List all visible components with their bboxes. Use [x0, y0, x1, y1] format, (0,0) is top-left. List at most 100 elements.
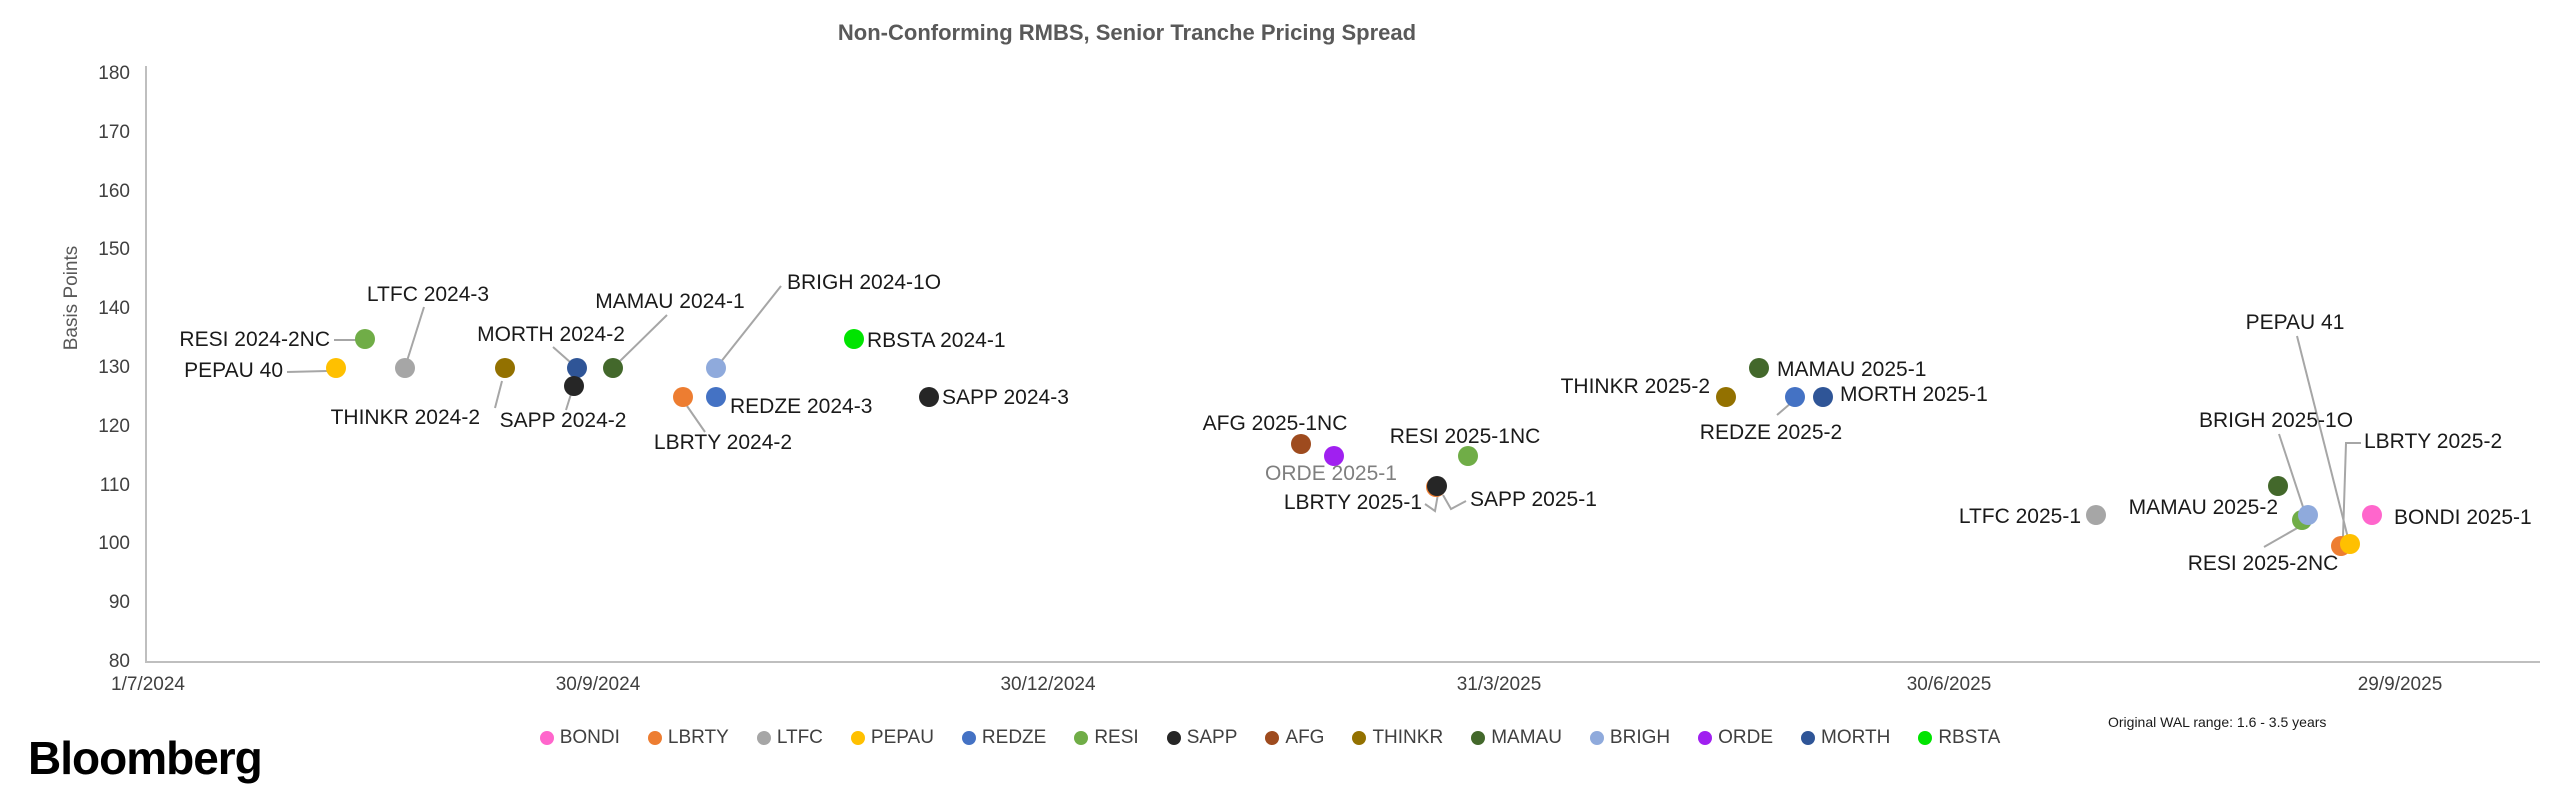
data-label-rbsta-2024-1: RBSTA 2024-1	[867, 329, 1006, 352]
data-label-pepau-40: PEPAU 40	[184, 359, 283, 382]
data-label-resi-2025-2nc: RESI 2025-2NC	[2187, 552, 2339, 575]
x-tick-1-7-2024: 1/7/2024	[111, 674, 185, 695]
y-tick-90: 90	[108, 592, 130, 614]
legend-marker-brigh	[1589, 731, 1604, 745]
leader-line-lbrty-2025-2	[2342, 442, 2361, 538]
leader-line-lbrty-2025-1	[1424, 493, 1439, 513]
legend-item-pepau: PEPAU	[850, 727, 934, 749]
data-point-ltfc-2024-3	[395, 358, 415, 378]
legend-label-morth: MORTH	[1821, 727, 1891, 748]
y-tick-100: 100	[98, 533, 130, 555]
legend-marker-orde	[1698, 731, 1713, 745]
data-point-sapp-2024-2	[564, 375, 584, 396]
legend-item-morth: MORTH	[1801, 727, 1890, 749]
data-label-pepau-41: PEPAU 41	[2245, 311, 2345, 334]
legend-marker-resi	[1074, 731, 1089, 745]
data-point-morth-2025-1	[1813, 387, 1833, 408]
legend-item-bondi: BONDI	[539, 727, 620, 749]
legend-label-redze: REDZE	[981, 727, 1047, 748]
data-point-mamau-2024-1	[603, 358, 623, 378]
legend-item-ltfc: LTFC	[756, 727, 823, 749]
data-label-bondi-2025-1: BONDI 2025-1	[2394, 506, 2532, 529]
y-tick-120: 120	[98, 415, 130, 437]
data-point-pepau-41	[2340, 534, 2360, 555]
data-label-thinkr-2024-2: THINKR 2024-2	[330, 406, 480, 429]
data-point-resi-2024-2nc	[355, 328, 375, 349]
data-label-sapp-2024-3: SAPP 2024-3	[942, 386, 1069, 409]
data-point-afg-2025-1nc	[1291, 434, 1311, 455]
legend-label-rbsta: RBSTA	[1938, 727, 2001, 748]
data-point-mamau-2025-1	[1749, 358, 1769, 378]
data-label-thinkr-2025-2: THINKR 2025-2	[1560, 375, 1710, 398]
legend-marker-pepau	[850, 731, 865, 745]
data-label-orde-2025-1: ORDE 2025-1	[1265, 462, 1397, 485]
data-point-thinkr-2024-2	[495, 358, 515, 378]
x-tick-29-9-2025: 29/9/2025	[2357, 674, 2443, 695]
legend-item-orde: ORDE	[1698, 727, 1773, 749]
legend-label-orde: ORDE	[1718, 727, 1774, 748]
data-label-lbrty-2025-2: LBRTY 2025-2	[2364, 430, 2503, 453]
leader-line-brigh-2025-1o	[2278, 433, 2305, 511]
y-tick-80: 80	[108, 651, 130, 672]
leader-line-thinkr-2024-2	[494, 380, 503, 409]
chart-title: Non-Conforming RMBS, Senior Tranche Pric…	[837, 20, 1417, 45]
legend-marker-mamau	[1471, 731, 1486, 745]
data-label-ltfc-2024-3: LTFC 2024-3	[366, 283, 490, 306]
y-tick-140: 140	[98, 298, 130, 320]
data-label-brigh-2025-1o: BRIGH 2025-1O	[2198, 409, 2354, 432]
legend-label-brigh: BRIGH	[1609, 727, 1671, 748]
legend-item-resi: RESI	[1074, 727, 1139, 749]
data-point-mamau-2025-2	[2268, 475, 2288, 496]
leader-line-lbrty-2024-2	[686, 405, 706, 433]
legend-marker-rbsta	[1918, 731, 1933, 745]
data-point-pepau-40	[326, 358, 346, 378]
data-point-rbsta-2024-1	[844, 328, 864, 349]
legend-item-redze: REDZE	[961, 727, 1047, 749]
legend-label-thinkr: THINKR	[1372, 727, 1444, 748]
legend-item-rbsta: RBSTA	[1918, 727, 2000, 749]
legend-item-thinkr: THINKR	[1352, 727, 1443, 749]
data-point-resi-2025-1nc	[1458, 446, 1478, 467]
legend: BONDI LBRTY LTFC PEPAU REDZE RESI SAPP AFG THINK…	[0, 727, 2540, 749]
x-tick-30-9-2024: 30/9/2024	[555, 674, 641, 695]
leader-line-brigh-2024-1o	[719, 285, 782, 364]
data-point-redze-2024-3	[706, 387, 726, 408]
legend-label-sapp: SAPP	[1186, 727, 1238, 748]
y-tick-130: 130	[98, 357, 130, 378]
x-tick-30-6-2025: 30/6/2025	[1906, 674, 1992, 695]
data-label-resi-2024-2nc: RESI 2024-2NC	[179, 328, 330, 351]
leader-line-morth-2024-2	[552, 346, 571, 363]
data-label-sapp-2024-2: SAPP 2024-2	[499, 409, 627, 432]
data-label-afg-2025-1nc: AFG 2025-1NC	[1202, 412, 1348, 435]
legend-marker-bondi	[539, 731, 554, 745]
bloomberg-logo: Bloomberg	[28, 732, 263, 784]
legend-label-pepau: PEPAU	[870, 727, 934, 748]
data-point-brigh-2025-1o	[2298, 505, 2318, 525]
data-label-lbrty-2025-1: LBRTY 2025-1	[1283, 491, 1422, 514]
wal-note: Original WAL range: 1.6 - 3.5 years	[2108, 714, 2327, 730]
legend-item-mamau: MAMAU	[1471, 727, 1562, 749]
data-point-thinkr-2025-2	[1716, 387, 1736, 408]
legend-label-mamau: MAMAU	[1491, 727, 1562, 748]
y-tick-180: 180	[98, 63, 130, 84]
leader-line-sapp-2025-1	[1442, 494, 1467, 511]
data-label-mamau-2025-2: MAMAU 2025-2	[2128, 496, 2278, 519]
y-tick-110: 110	[99, 474, 130, 496]
x-tick-31-3-2025: 31/3/2025	[1456, 674, 1542, 695]
leader-line-resi-2025-2nc	[2263, 526, 2300, 548]
data-point-morth-2024-2	[567, 358, 587, 378]
legend-marker-afg	[1265, 731, 1280, 745]
data-point-sapp-2024-3	[919, 387, 939, 408]
y-tick-150: 150	[98, 239, 130, 261]
legend-marker-lbrty	[647, 731, 662, 745]
legend-item-lbrty: LBRTY	[647, 727, 729, 749]
data-label-mamau-2024-1: MAMAU 2024-1	[595, 290, 745, 313]
legend-label-resi: RESI	[1094, 727, 1139, 748]
data-label-redze-2024-3: REDZE 2024-3	[730, 395, 873, 418]
data-label-morth-2024-2: MORTH 2024-2	[477, 323, 625, 346]
legend-marker-morth	[1801, 731, 1816, 745]
legend-label-lbrty: LBRTY	[667, 727, 729, 748]
leader-line-pepau-41	[2296, 335, 2349, 539]
